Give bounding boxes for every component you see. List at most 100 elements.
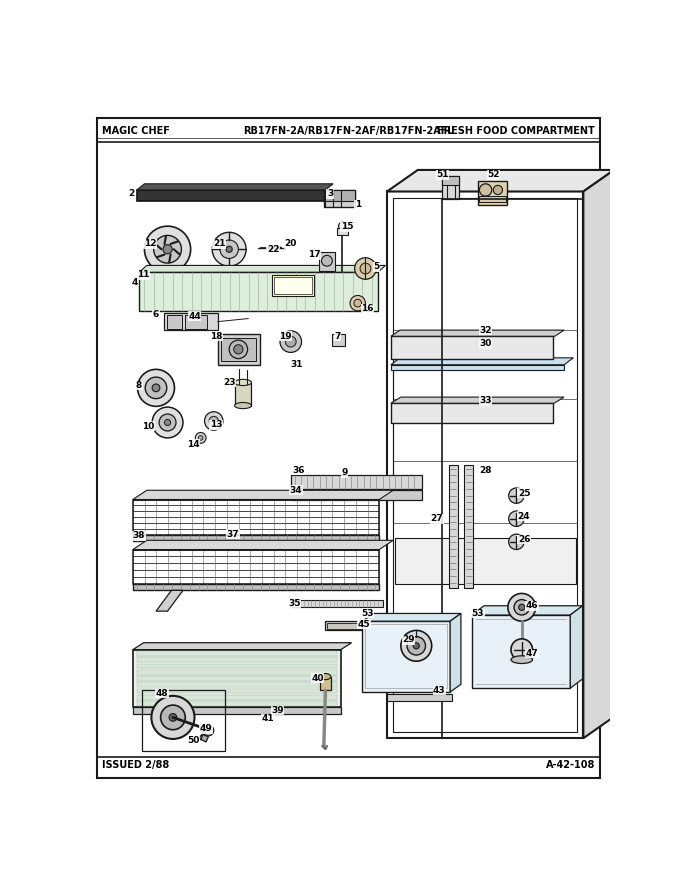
Circle shape (229, 340, 248, 359)
Bar (291, 490, 422, 499)
Circle shape (212, 232, 246, 266)
Circle shape (355, 258, 376, 279)
Circle shape (354, 299, 362, 307)
Circle shape (322, 255, 333, 266)
Bar (478, 181, 507, 206)
Text: 53: 53 (362, 609, 374, 618)
Text: 16: 16 (362, 304, 374, 313)
Circle shape (152, 407, 183, 438)
Text: 14: 14 (186, 440, 199, 449)
Bar (391, 365, 564, 370)
Bar (391, 336, 553, 360)
Bar (137, 683, 337, 687)
Text: 21: 21 (213, 239, 225, 248)
Circle shape (169, 714, 177, 721)
Text: 4: 4 (131, 278, 137, 287)
Circle shape (519, 604, 525, 611)
Circle shape (413, 643, 420, 649)
Circle shape (493, 185, 503, 195)
Text: ISSUED 2/88: ISSUED 2/88 (102, 760, 169, 770)
Text: 3: 3 (327, 190, 333, 198)
Text: 47: 47 (526, 649, 538, 658)
Text: 10: 10 (142, 422, 154, 431)
Text: 19: 19 (279, 332, 292, 341)
Text: 6: 6 (153, 311, 159, 320)
Bar (133, 549, 379, 584)
Polygon shape (571, 606, 583, 688)
Circle shape (163, 245, 172, 254)
Polygon shape (133, 490, 393, 499)
Bar (332, 334, 345, 345)
Text: 17: 17 (307, 250, 320, 259)
Text: 36: 36 (292, 465, 305, 474)
Polygon shape (583, 170, 614, 738)
Polygon shape (133, 540, 393, 549)
Text: 18: 18 (210, 332, 222, 341)
Text: 40: 40 (311, 674, 324, 683)
Text: 7: 7 (335, 332, 341, 341)
Bar (320, 676, 330, 691)
Bar (443, 176, 460, 199)
Text: 13: 13 (210, 420, 222, 429)
Text: 25: 25 (517, 489, 530, 498)
Circle shape (205, 412, 223, 430)
Circle shape (514, 600, 530, 615)
Text: 20: 20 (284, 239, 297, 248)
Circle shape (146, 377, 167, 399)
Text: 41: 41 (261, 715, 274, 724)
Bar (185, 315, 207, 328)
Polygon shape (391, 330, 564, 336)
Circle shape (160, 705, 185, 730)
Ellipse shape (511, 656, 532, 664)
Text: MAGIC CHEF: MAGIC CHEF (102, 126, 170, 136)
Bar (218, 334, 260, 365)
Circle shape (509, 511, 524, 527)
Bar (337, 229, 347, 235)
Text: 38: 38 (133, 531, 146, 540)
Bar (479, 196, 505, 202)
Bar (137, 676, 337, 681)
Polygon shape (137, 184, 333, 190)
Polygon shape (472, 615, 571, 688)
Polygon shape (139, 265, 386, 272)
Bar (137, 695, 337, 700)
Bar (133, 650, 341, 708)
Polygon shape (472, 606, 583, 615)
Circle shape (234, 344, 243, 354)
Text: 11: 11 (137, 271, 150, 279)
Ellipse shape (235, 379, 252, 385)
Text: 52: 52 (487, 170, 500, 179)
Circle shape (286, 336, 296, 347)
Circle shape (144, 226, 190, 272)
Bar (137, 701, 337, 706)
Bar (319, 252, 335, 271)
Circle shape (203, 725, 214, 736)
Circle shape (226, 247, 233, 253)
Polygon shape (156, 590, 183, 611)
Text: RB17FN-2A/RB17FN-2AF/RB17FN-2AFL: RB17FN-2A/RB17FN-2AF/RB17FN-2AFL (243, 126, 454, 136)
Circle shape (152, 384, 160, 392)
Text: 35: 35 (288, 599, 301, 608)
Circle shape (508, 594, 536, 621)
Bar (137, 658, 337, 662)
Circle shape (479, 184, 492, 196)
Text: 34: 34 (290, 486, 303, 495)
Bar (137, 689, 337, 693)
Bar (291, 475, 422, 489)
Polygon shape (362, 613, 461, 621)
Circle shape (209, 417, 218, 425)
Text: 30: 30 (479, 339, 492, 349)
Text: 32: 32 (479, 326, 492, 335)
Text: 24: 24 (517, 512, 530, 521)
Text: A-42-108: A-42-108 (545, 760, 595, 770)
Circle shape (509, 488, 524, 504)
Bar (324, 190, 355, 201)
Bar (167, 315, 182, 328)
Circle shape (159, 414, 176, 431)
Circle shape (509, 534, 524, 549)
Bar (271, 275, 314, 296)
Text: 37: 37 (226, 530, 239, 538)
Circle shape (137, 369, 175, 407)
Bar (235, 383, 252, 406)
Bar (222, 338, 256, 361)
